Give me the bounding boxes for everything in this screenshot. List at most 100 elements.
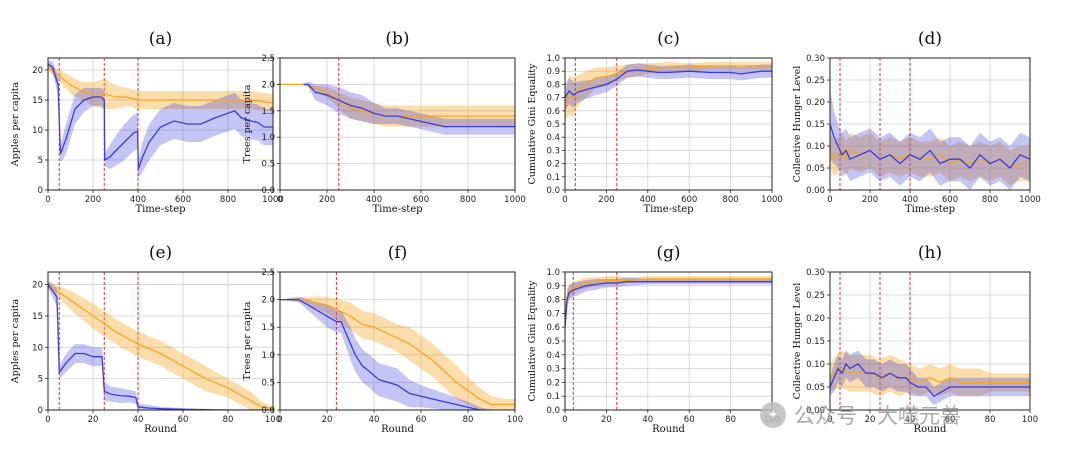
- tick-label-x: 60: [684, 415, 695, 425]
- y-axis-label: Trees per capita: [242, 301, 253, 380]
- tick-label-y: 0.0: [546, 406, 560, 416]
- panel-label: (b): [385, 29, 409, 49]
- tick-label-y: 0.00: [806, 186, 825, 196]
- series-line-orange: [830, 367, 1030, 384]
- plot-frame: [47, 57, 274, 191]
- panel-b: (b) 0.0 0.5 1.0 1.5 2.0 2.5 0 200 400 600 800 1000 Ti…: [242, 29, 526, 215]
- tick-label-y: 0.0: [546, 186, 560, 196]
- panel-h: (h) 0.00 0.05 0.10 0.15 0.20 0.25 0.30 0 20 40 60 80…: [792, 243, 1038, 435]
- series-line-blue: [565, 69, 772, 98]
- tick-label-y: 0.30: [806, 54, 825, 64]
- tick-label-y: 2.5: [261, 54, 275, 64]
- series-line-orange: [48, 283, 273, 410]
- x-axis-label: Time-step: [643, 204, 693, 215]
- tick-label-y: 0.25: [806, 76, 825, 86]
- tick-label-y: 0.0: [261, 406, 275, 416]
- tick-label-x: 80: [463, 415, 474, 425]
- tick-label-x: 1000: [761, 195, 783, 205]
- tick-label-y: 1.5: [261, 323, 275, 333]
- tick-label-y: 15: [32, 312, 43, 322]
- series-band-blue: [830, 88, 1030, 190]
- tick-label-x: 0: [562, 195, 567, 205]
- tick-label-x: 600: [175, 195, 191, 205]
- tick-label-x: 600: [942, 195, 958, 205]
- tick-label-x: 0: [45, 415, 50, 425]
- tick-label-x: 400: [902, 195, 918, 205]
- tick-label-y: 0.30: [806, 268, 825, 278]
- tick-label-x: 80: [223, 415, 234, 425]
- series-line-orange: [48, 66, 273, 104]
- tick-label-y: 0: [38, 186, 43, 196]
- tick-label-y: 2.5: [261, 268, 275, 278]
- panel-label: (f): [388, 243, 408, 263]
- tick-label-y: 0.9: [546, 282, 560, 292]
- tick-label-y: 0.20: [806, 98, 825, 108]
- tick-label-y: 5: [38, 156, 43, 166]
- tick-label-y: 0.00: [806, 406, 825, 416]
- tick-label-y: 20: [32, 281, 43, 291]
- tick-label-y: 0.10: [806, 360, 825, 370]
- series-line-orange: [280, 298, 515, 406]
- tick-label-y: 0.4: [546, 351, 560, 361]
- tick-label-y: 0.5: [546, 337, 560, 347]
- tick-label-x: 40: [133, 415, 144, 425]
- tick-label-y: 0.7: [546, 309, 560, 319]
- tick-label-x: 200: [85, 195, 101, 205]
- tick-label-x: 600: [681, 195, 697, 205]
- tick-label-y: 0: [38, 406, 43, 416]
- y-axis-label: Cumulative Gini Equality: [527, 280, 538, 402]
- tick-label-y: 0.6: [546, 107, 560, 117]
- tick-label-x: 400: [130, 195, 146, 205]
- plot-frame: [829, 271, 1031, 411]
- tick-label-y: 0.9: [546, 67, 560, 77]
- series-line-blue: [303, 83, 515, 128]
- tick-label-x: 400: [640, 195, 656, 205]
- series-line-orange: [565, 278, 772, 321]
- y-axis-label: Collective Hunger Level: [792, 283, 803, 400]
- tick-label-x: 0: [45, 195, 50, 205]
- tick-label-y: 0.15: [806, 337, 825, 347]
- tick-label-x: 20: [601, 415, 612, 425]
- tick-label-x: 1000: [1019, 195, 1041, 205]
- x-axis-label: Round: [914, 424, 947, 435]
- tick-label-y: 0.3: [546, 146, 560, 156]
- tick-label-x: 60: [178, 415, 189, 425]
- tick-label-x: 0: [827, 415, 832, 425]
- panel-label: (e): [149, 243, 172, 263]
- tick-label-x: 60: [416, 415, 427, 425]
- tick-label-y: 1.0: [261, 351, 275, 361]
- tick-label-y: 20: [32, 66, 43, 76]
- series-line-blue: [830, 123, 1030, 169]
- tick-label-y: 1.0: [546, 268, 560, 278]
- panel-label: (h): [918, 243, 942, 263]
- tick-label-x: 1000: [262, 195, 284, 205]
- watermark-text: 公众号 · 大噬元兽: [794, 404, 962, 428]
- panel-label: (d): [918, 29, 942, 49]
- tick-label-x: 800: [460, 195, 476, 205]
- series-line-blue: [48, 63, 273, 170]
- tick-label-x: 40: [905, 415, 916, 425]
- plot-frame: [279, 271, 516, 411]
- tick-label-x: 40: [642, 415, 653, 425]
- tick-label-y: 0.5: [546, 120, 560, 130]
- tick-label-x: 1000: [504, 195, 526, 205]
- plot-frame: [564, 271, 773, 411]
- series-band-orange: [830, 350, 1030, 397]
- series-band-orange: [48, 281, 273, 410]
- series-band-blue: [830, 350, 1030, 406]
- tick-label-x: 800: [722, 195, 738, 205]
- tick-label-y: 10: [32, 126, 43, 136]
- tick-label-x: 0: [277, 195, 282, 205]
- tick-label-x: 0: [277, 415, 282, 425]
- tick-label-x: 0: [562, 415, 567, 425]
- y-axis-label: Cumulative Gini Equality: [527, 63, 538, 185]
- tick-label-y: 0.6: [546, 323, 560, 333]
- y-axis-label: Apples per capita: [10, 298, 21, 384]
- y-axis-label: Collective Hunger Level: [792, 66, 803, 183]
- panel-label: (a): [149, 29, 172, 49]
- tick-label-x: 400: [366, 195, 382, 205]
- tick-label-x: 20: [322, 415, 333, 425]
- tick-label-y: 0.7: [546, 94, 560, 104]
